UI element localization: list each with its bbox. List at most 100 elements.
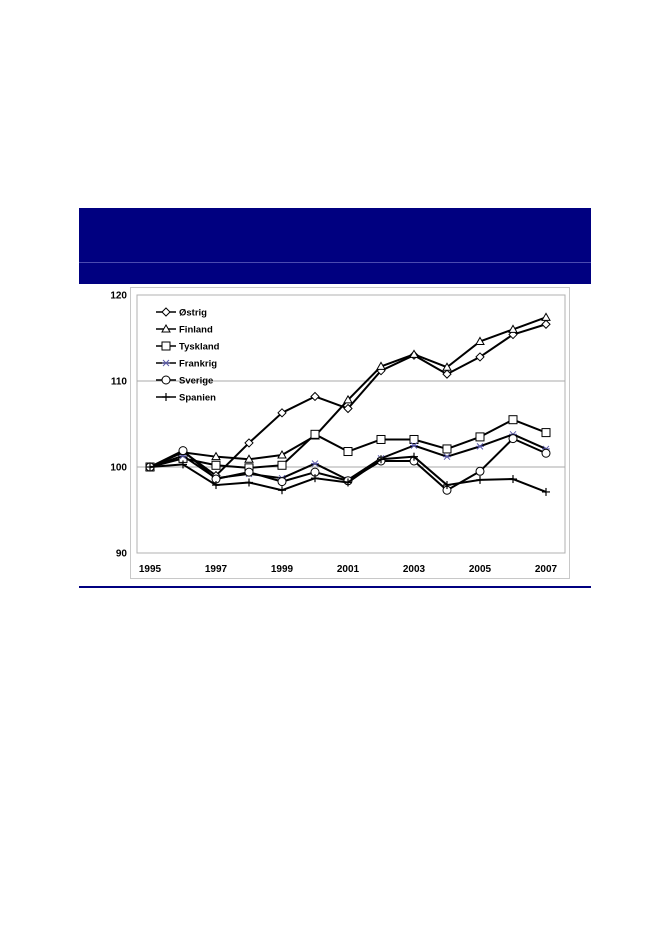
data-point xyxy=(410,452,418,461)
data-point xyxy=(475,352,485,362)
legend-marker xyxy=(161,323,171,333)
data-point xyxy=(211,460,221,470)
series-4 xyxy=(146,430,550,484)
marker-diamond xyxy=(541,319,551,329)
data-point xyxy=(509,475,517,484)
legend-item: Sverige xyxy=(156,375,213,387)
marker-triangle xyxy=(409,349,419,358)
marker-diamond xyxy=(475,352,485,362)
series-group xyxy=(145,312,551,496)
legend: Østrig Finland Tyskland Frankrig Sverige Span… xyxy=(156,307,220,404)
marker-diamond xyxy=(310,391,320,402)
data-point xyxy=(244,467,254,477)
data-point xyxy=(475,466,485,476)
data-point xyxy=(178,446,188,456)
marker-asterisk-stroke xyxy=(311,460,319,467)
legend-label: Sverige xyxy=(179,376,213,387)
marker-triangle xyxy=(508,324,518,333)
legend-label: Finland xyxy=(179,325,213,336)
data-point xyxy=(442,369,452,379)
data-point xyxy=(541,319,551,329)
data-point xyxy=(376,434,386,444)
data-point xyxy=(541,428,551,438)
gridlines xyxy=(136,294,566,554)
legend-item: Tyskland xyxy=(156,341,220,353)
legend-label: Spanien xyxy=(179,393,216,404)
legend-marker xyxy=(162,359,170,367)
marker-square xyxy=(211,460,221,470)
x-tick-label: 2005 xyxy=(469,564,492,575)
data-point xyxy=(277,449,287,459)
data-point xyxy=(244,454,254,463)
x-tick-label: 1999 xyxy=(271,564,294,575)
data-point xyxy=(146,463,154,471)
y-tick-label: 90 xyxy=(116,549,128,560)
marker-circle xyxy=(475,466,485,476)
marker-triangle xyxy=(343,394,353,404)
marker-diamond xyxy=(277,408,287,418)
marker-square xyxy=(343,447,353,457)
header-divider xyxy=(79,262,591,263)
marker-triangle xyxy=(277,449,287,459)
data-point xyxy=(311,460,319,467)
y-tick-label: 100 xyxy=(110,463,127,474)
data-point xyxy=(442,362,452,371)
data-point xyxy=(541,448,551,458)
marker-circle xyxy=(244,467,254,477)
marker-circle xyxy=(178,446,188,456)
legend-item: Finland xyxy=(156,323,213,336)
marker-square xyxy=(541,428,551,438)
legend-label: Østrig xyxy=(179,308,207,319)
marker-circle xyxy=(277,477,287,487)
data-point xyxy=(475,432,485,442)
marker-square xyxy=(409,434,419,444)
x-tick-label: 2007 xyxy=(535,564,558,575)
data-point xyxy=(409,434,419,444)
x-tick-label: 2001 xyxy=(337,564,360,575)
legend-marker xyxy=(162,393,170,401)
marker-asterisk-stroke xyxy=(443,453,451,461)
data-point xyxy=(542,487,550,496)
data-point xyxy=(508,434,518,444)
marker-square xyxy=(475,432,485,442)
marker-circle xyxy=(541,448,551,458)
legend-marker xyxy=(161,307,171,317)
data-point xyxy=(343,394,353,404)
marker-diamond xyxy=(161,307,171,317)
data-point xyxy=(211,451,221,461)
data-point xyxy=(277,477,287,487)
series-3 xyxy=(145,415,551,473)
data-point xyxy=(377,455,385,464)
plot-area xyxy=(136,294,566,554)
data-point xyxy=(476,475,484,484)
y-tick-label: 110 xyxy=(111,377,128,388)
data-point xyxy=(475,336,485,345)
y-tick-label: 120 xyxy=(110,291,127,302)
data-point xyxy=(311,474,319,483)
data-point xyxy=(409,349,419,358)
data-point xyxy=(410,442,418,449)
marker-triangle xyxy=(541,312,551,321)
data-point xyxy=(344,478,352,487)
legend-label: Frankrig xyxy=(179,359,217,370)
data-point xyxy=(508,324,518,333)
marker-asterisk-stroke xyxy=(476,443,484,450)
marker-triangle xyxy=(442,362,452,371)
marker-diamond xyxy=(244,438,254,448)
legend-marker xyxy=(161,341,171,351)
marker-triangle xyxy=(376,361,386,370)
marker-triangle xyxy=(475,336,485,345)
data-point xyxy=(508,415,518,425)
marker-square xyxy=(376,434,386,444)
data-point xyxy=(343,403,353,414)
x-tick-label: 2003 xyxy=(403,564,426,575)
data-point xyxy=(245,478,253,487)
data-point xyxy=(343,447,353,457)
marker-square xyxy=(442,444,452,454)
data-point xyxy=(179,460,187,469)
bottom-rule xyxy=(79,586,591,588)
marker-square xyxy=(310,429,320,439)
legend-item: Frankrig xyxy=(156,359,217,370)
data-point xyxy=(278,486,286,495)
marker-circle xyxy=(161,375,171,385)
